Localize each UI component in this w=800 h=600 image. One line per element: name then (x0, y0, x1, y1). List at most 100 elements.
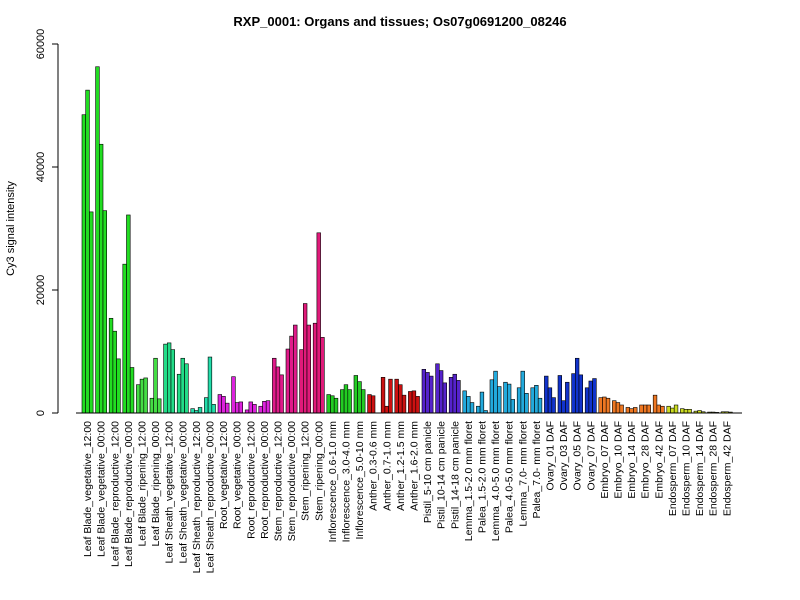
bar (680, 408, 685, 414)
bar (520, 370, 525, 414)
bar (571, 373, 576, 414)
bar (452, 373, 457, 414)
x-tick-label: Endosperm_07 DAF (667, 421, 679, 516)
bar (629, 408, 634, 414)
x-tick-label: Pistil_5-10 cm panicle (422, 421, 434, 523)
x-tick-label: Leaf Blade_reproductive_12:00 (109, 421, 121, 567)
bar (497, 386, 502, 414)
bar (139, 378, 145, 414)
bar (204, 397, 209, 414)
bar (493, 370, 498, 414)
bar (388, 378, 393, 414)
bar (129, 367, 135, 414)
bar (524, 393, 529, 414)
bar (265, 400, 271, 414)
x-tick-label: Palea_1.5-2.0 mm floret (476, 421, 488, 533)
x-tick-label: Embryo_42 DAF (653, 421, 665, 499)
bar (530, 387, 535, 414)
x-tick-label: Palea_7.0- mm floret (531, 421, 543, 519)
bar (190, 408, 195, 414)
bar (197, 407, 203, 414)
bar (598, 397, 603, 414)
bar (170, 349, 176, 414)
x-tick-label: Stem_reproductive_00:00 (286, 421, 298, 541)
bar (326, 394, 331, 414)
bar (584, 387, 590, 414)
y-tick-label: 20000 (35, 275, 47, 306)
bar (184, 363, 189, 414)
x-tick-label: Anther_0.3-0.6 mm (368, 421, 380, 511)
bar (656, 404, 661, 414)
bar (252, 404, 257, 414)
bar (551, 397, 556, 414)
bar (670, 407, 675, 414)
bar (398, 384, 403, 414)
bar (394, 378, 399, 414)
bar (357, 381, 362, 414)
bar (279, 374, 284, 414)
bar (330, 395, 335, 414)
x-tick-label: Anther_0.7-1.0 mm (381, 421, 393, 511)
bar (153, 357, 158, 414)
bar (89, 211, 94, 414)
bar (673, 404, 679, 414)
bar (316, 232, 321, 414)
bar (163, 343, 168, 414)
bar (435, 363, 440, 414)
bar (578, 374, 584, 414)
bar (217, 394, 223, 414)
bar (136, 384, 141, 414)
x-tick-label: Inflorescence_5.0-10 mm (354, 421, 366, 540)
bar (99, 143, 104, 414)
x-tick-label: Endosperm_10 DAF (680, 421, 692, 516)
x-tick-label: Stem_reproductive_12:00 (272, 421, 284, 541)
bar (302, 303, 308, 414)
bar (289, 335, 294, 414)
x-tick-label: Leaf Blade_vegetative_00:00 (96, 421, 108, 557)
bar (299, 349, 304, 414)
bars (81, 66, 733, 414)
bar (479, 391, 485, 414)
x-tick-label: Lemma_7.0- mm floret (517, 421, 529, 527)
bar (347, 389, 352, 414)
bar (448, 377, 454, 414)
bar (340, 389, 345, 414)
bar (646, 404, 652, 414)
x-tick-label: Pistil_14-18 cm panicle (449, 421, 461, 529)
x-tick-label: Lemma_1.5-2.0 mm floret (463, 421, 475, 541)
x-tick-label: Leaf Sheath_vegetative_12:00 (164, 421, 176, 564)
bar (380, 377, 386, 414)
x-tick-label: Root_reproductive_00:00 (259, 421, 271, 539)
x-tick-label: Leaf Blade_vegetative_12:00 (82, 421, 94, 557)
bar (401, 394, 407, 414)
bar (211, 404, 216, 414)
y-tick-label: 60000 (35, 29, 47, 60)
bar (108, 317, 114, 414)
bar (588, 380, 593, 414)
bar (102, 210, 108, 414)
x-tick-label: Leaf Sheath_vegetative_00:00 (177, 421, 189, 564)
x-tick-label: Stem_ripening_12:00 (300, 421, 312, 521)
bar (612, 400, 617, 414)
bar (619, 404, 624, 414)
bar (537, 397, 543, 414)
bar (353, 375, 359, 414)
bar (95, 66, 100, 414)
chart-title: RXP_0001: Organs and tissues; Os07g06912… (233, 14, 566, 29)
bar (143, 377, 148, 414)
bar (231, 376, 236, 414)
bar (81, 114, 87, 414)
bar (625, 407, 631, 414)
x-tick-label: Embryo_07 DAF (599, 421, 611, 499)
bar (462, 390, 467, 414)
bar (510, 399, 516, 414)
x-tick-label: Root_vegetative_12:00 (218, 421, 230, 529)
x-tick-label: Embryo_14 DAF (626, 421, 638, 499)
bar (615, 402, 621, 414)
y-axis: 0 20000 40000 60000 (35, 29, 59, 416)
bar (415, 396, 420, 414)
x-tick-label: Leaf Blade_ripening_12:00 (136, 421, 148, 547)
bar (306, 324, 312, 414)
x-tick-label: Pistil_10-14 cm panicle (436, 421, 448, 529)
bar (235, 402, 240, 414)
